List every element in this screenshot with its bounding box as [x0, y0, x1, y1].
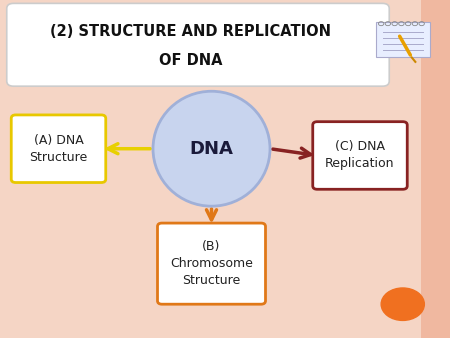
FancyBboxPatch shape: [421, 0, 450, 338]
Circle shape: [381, 288, 424, 320]
FancyBboxPatch shape: [158, 223, 266, 304]
Text: (A) DNA
Structure: (A) DNA Structure: [29, 134, 88, 164]
Ellipse shape: [153, 91, 270, 206]
FancyBboxPatch shape: [11, 115, 106, 183]
FancyBboxPatch shape: [376, 22, 430, 57]
Text: (C) DNA
Replication: (C) DNA Replication: [325, 141, 395, 170]
FancyBboxPatch shape: [313, 122, 407, 189]
Text: (B)
Chromosome
Structure: (B) Chromosome Structure: [170, 240, 253, 287]
Text: (2) STRUCTURE AND REPLICATION: (2) STRUCTURE AND REPLICATION: [50, 24, 331, 39]
Text: DNA: DNA: [189, 140, 234, 158]
Text: OF DNA: OF DNA: [159, 53, 222, 68]
FancyBboxPatch shape: [7, 3, 389, 86]
